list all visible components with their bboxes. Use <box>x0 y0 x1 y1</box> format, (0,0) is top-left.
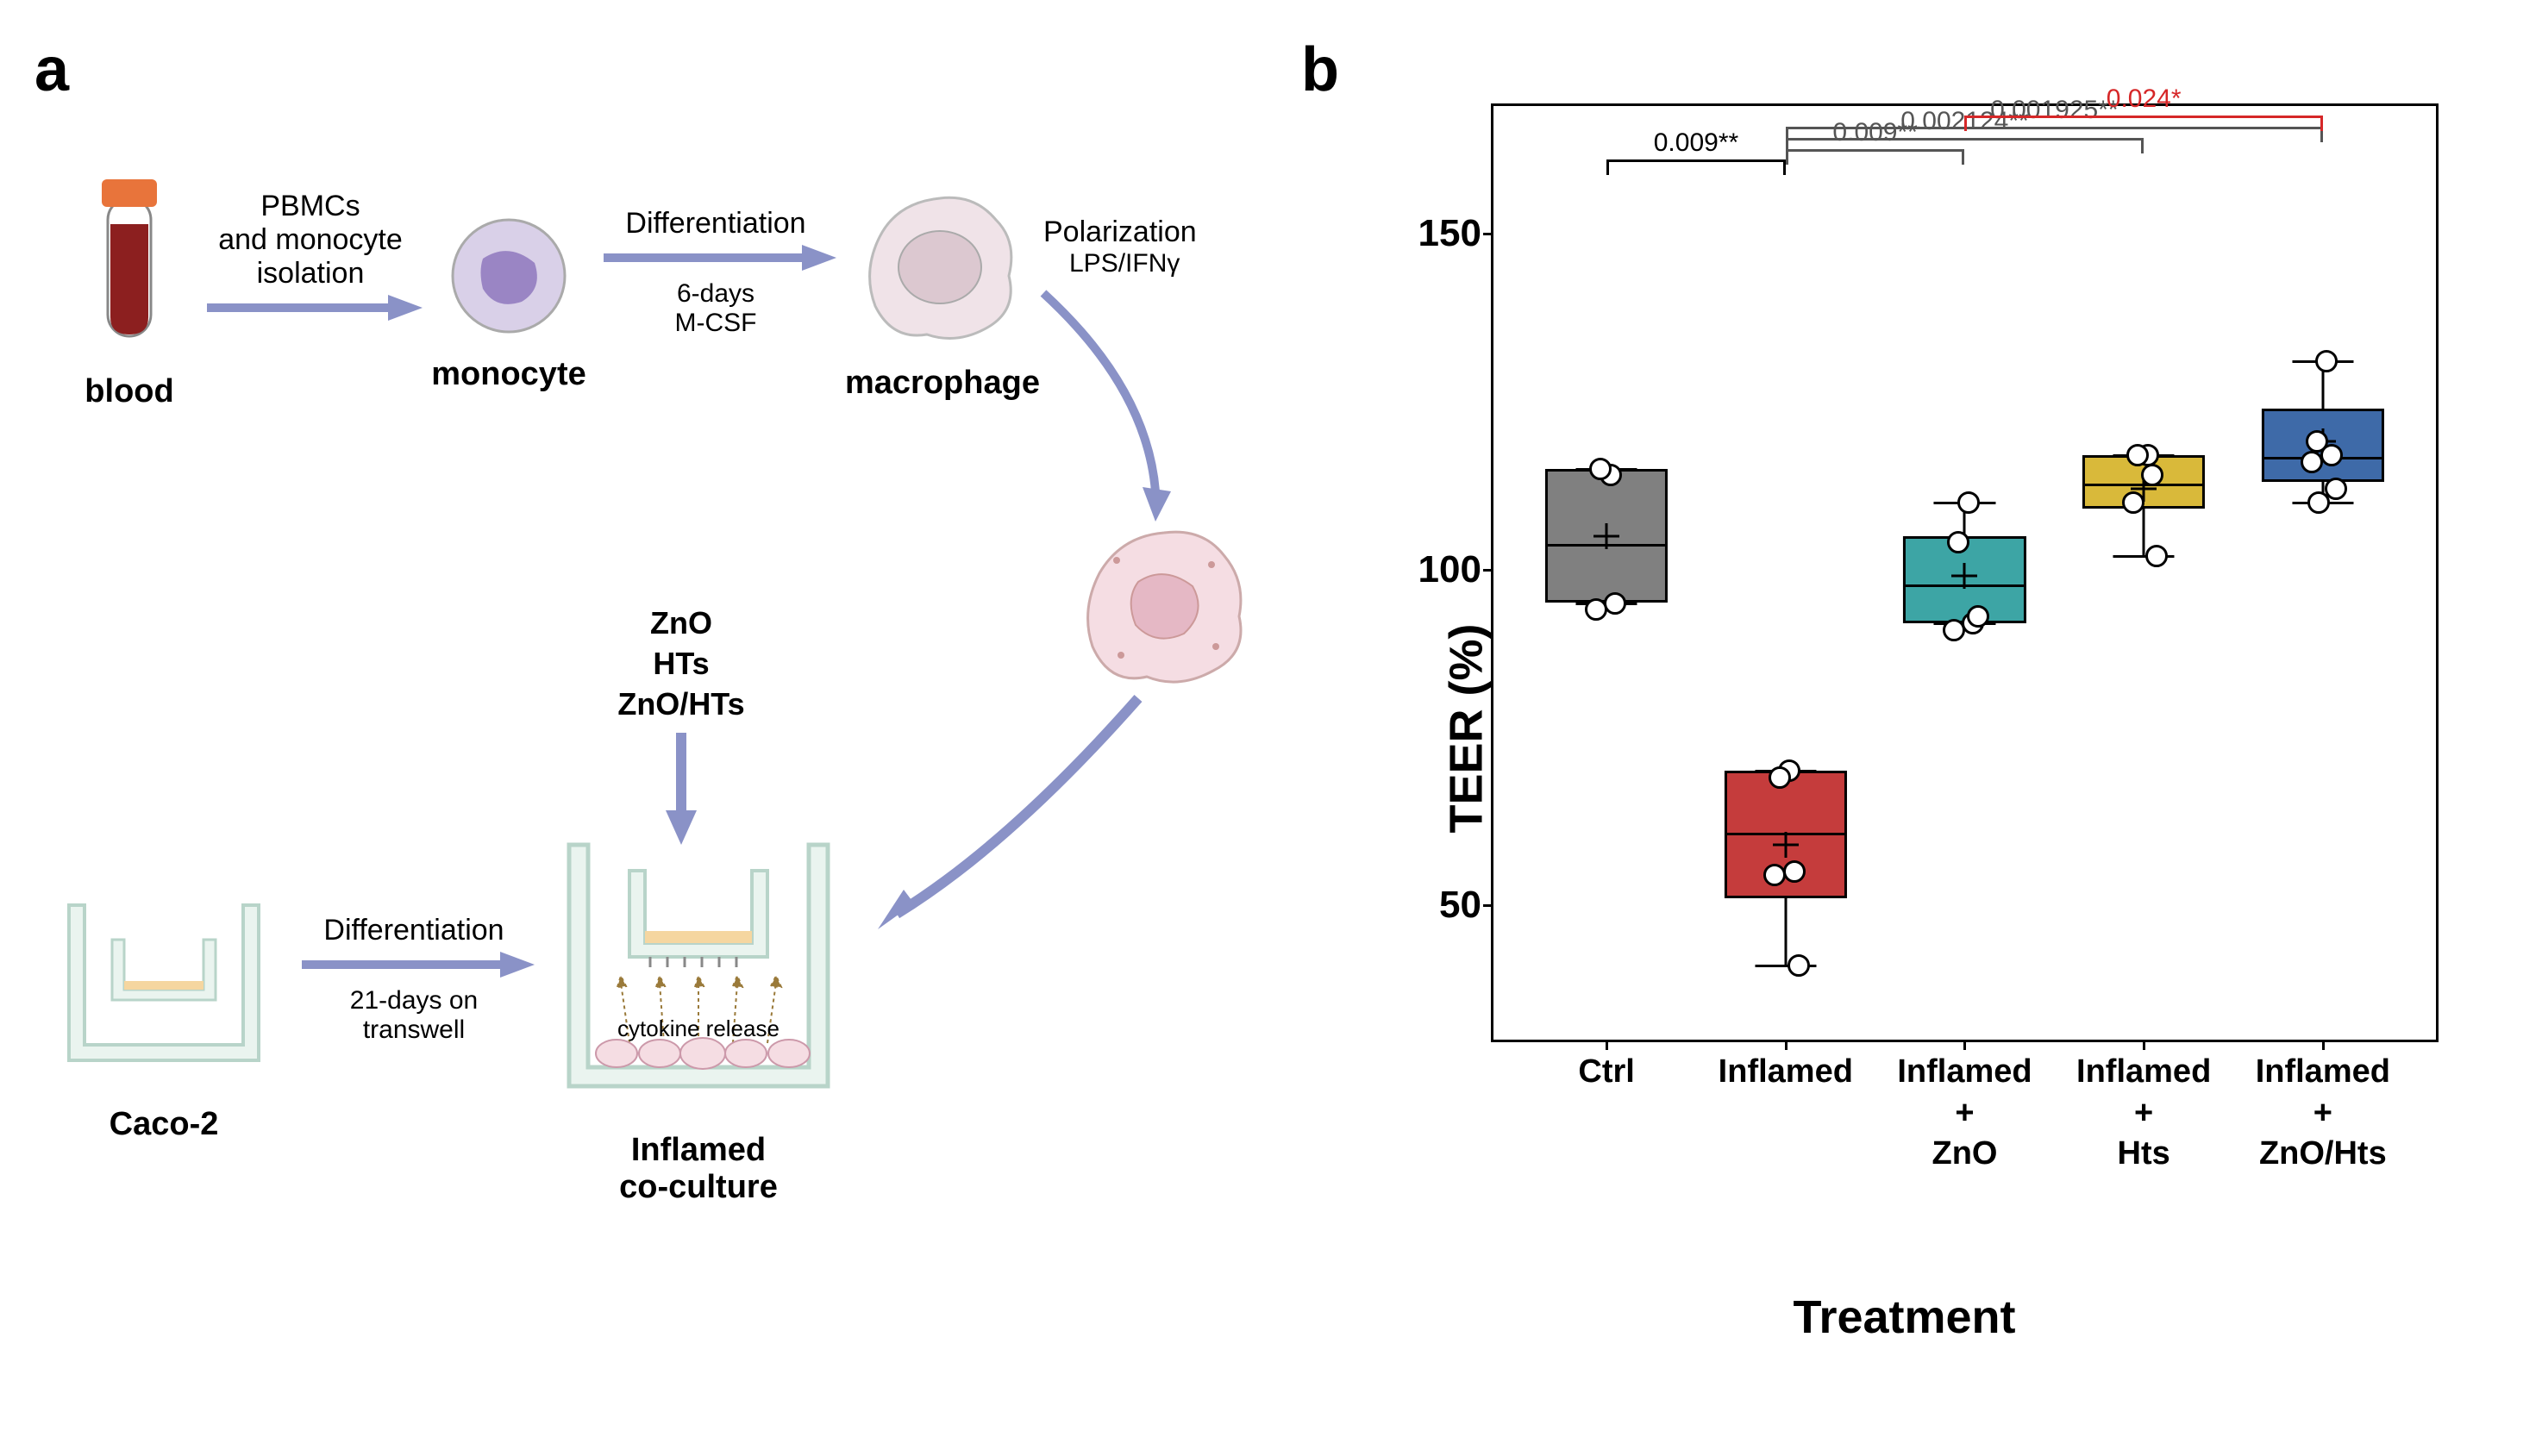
data-point <box>1585 598 1607 621</box>
blood-tube-icon <box>86 172 172 362</box>
arrow-diff1: Differentiation 6-days M-CSF <box>595 207 836 338</box>
significance-label: 0.024* <box>2107 84 2182 114</box>
macrophage-node: macrophage <box>845 181 1035 402</box>
arrow-diff2: Differentiation 21-days on transwell <box>293 914 535 1045</box>
blood-node: blood <box>69 172 190 410</box>
arrow-polar-icon <box>1026 284 1199 526</box>
macrophage-label: macrophage <box>845 365 1035 402</box>
arrow-icon <box>595 241 836 275</box>
x-tick-label: Inflamed + ZnO <box>1897 1052 2032 1175</box>
monocyte-icon <box>440 207 578 345</box>
polarized-macrophage-node <box>1069 517 1259 703</box>
polarized-macrophage-icon <box>1074 517 1255 698</box>
coculture-label: Inflamed co-culture <box>535 1132 862 1206</box>
x-tick-label: Inflamed <box>1719 1052 1853 1093</box>
data-point <box>2126 444 2149 466</box>
chart-area: 0.009**0.009**0.002124**0.001925**0.024*… <box>1491 103 2439 1042</box>
panel-b-label: b <box>1301 34 1339 105</box>
data-point <box>2320 444 2343 466</box>
arrow-pbmc: PBMCs and monocyte isolation <box>198 190 423 329</box>
data-point <box>1769 766 1791 789</box>
caco2-transwell-icon <box>52 888 276 1095</box>
panel-b: b TEER (%) Treatment 0.009**0.009**0.002… <box>1301 34 2508 1422</box>
data-point <box>2307 491 2330 514</box>
blood-label: blood <box>69 373 190 410</box>
data-point <box>1967 605 1989 628</box>
data-point <box>2122 491 2144 514</box>
figure-container: a blood PBMCs and monocyte isolation <box>34 34 2508 1422</box>
data-point <box>2315 350 2338 372</box>
panel-a: a blood PBMCs and monocyte isolation <box>34 34 1301 1422</box>
arrow-to-coculture-icon <box>854 690 1155 948</box>
coculture-transwell-icon <box>543 828 854 1121</box>
data-point <box>2145 545 2168 567</box>
x-tick-label: Inflamed + ZnO/Hts <box>2256 1052 2390 1175</box>
x-tick-label: Inflamed + Hts <box>2076 1052 2211 1175</box>
data-point <box>1788 954 1810 977</box>
monocyte-label: monocyte <box>431 356 586 393</box>
significance-bracket <box>1606 159 1786 175</box>
caco2-node: Caco-2 <box>43 888 285 1143</box>
data-point <box>2141 464 2163 486</box>
treatment-labels: ZnO HTs ZnO/HTs <box>586 603 776 724</box>
x-tick-label: Ctrl <box>1578 1052 1634 1093</box>
cytokine-label: cytokine release <box>617 1015 780 1042</box>
data-point <box>1604 592 1626 615</box>
data-point <box>1943 619 1965 641</box>
data-point <box>1763 864 1786 886</box>
macrophage-icon <box>854 181 1026 353</box>
data-point <box>1783 860 1806 883</box>
significance-bracket <box>1964 116 2322 131</box>
arrow-polar: Polarization LPS/IFNγ <box>1043 216 1250 278</box>
plot-region: 0.009**0.009**0.002124**0.001925**0.024* <box>1493 106 2436 1040</box>
y-tick-label: 150 <box>1418 212 1481 255</box>
data-point <box>1957 491 1980 514</box>
y-tick-label: 100 <box>1418 548 1481 591</box>
y-axis-label: TEER (%) <box>1439 623 1493 833</box>
data-point <box>1589 458 1612 480</box>
data-point <box>2301 451 2323 473</box>
significance-label: 0.009** <box>1654 128 1738 158</box>
x-axis-label: Treatment <box>1793 1290 2015 1344</box>
caco2-label: Caco-2 <box>43 1106 285 1143</box>
y-tick-label: 50 <box>1439 884 1481 927</box>
coculture-node: cytokine release Inflamed co-culture <box>535 828 862 1206</box>
diagram: blood PBMCs and monocyte isolation monoc… <box>34 34 1301 1422</box>
arrow-icon <box>293 947 535 982</box>
arrow-icon <box>198 291 423 325</box>
monocyte-node: monocyte <box>431 207 586 393</box>
data-point <box>1947 531 1969 553</box>
